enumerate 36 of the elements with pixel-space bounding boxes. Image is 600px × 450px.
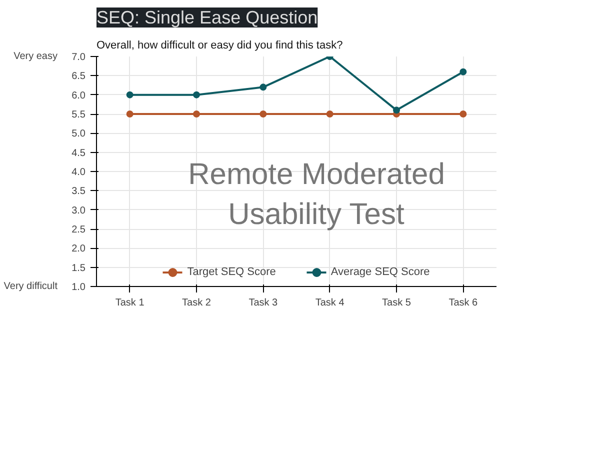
- x-tick-label: Task 4: [315, 298, 345, 308]
- point: [460, 68, 467, 76]
- annotation: Remote Moderated Usability Test: [188, 158, 445, 231]
- y-tick-label: 7.0: [72, 52, 86, 63]
- x-tick-label: Task 6: [448, 298, 478, 308]
- chart-subtitle: Overall, how difficult or easy did you find this task?: [96, 40, 343, 52]
- y-tick-label: 2.5: [72, 224, 86, 236]
- point: [193, 110, 200, 118]
- point: [460, 110, 467, 118]
- point: [193, 91, 200, 98]
- point: [260, 84, 267, 91]
- x-tick-label: Task 1: [115, 298, 145, 308]
- x-tick-label: Task 2: [182, 298, 212, 308]
- y-tick-label: 4.0: [72, 167, 86, 178]
- y-tick-label: 5.5: [72, 110, 86, 120]
- point: [126, 91, 134, 98]
- y-tick-label: 3.0: [72, 205, 86, 216]
- point: [326, 110, 334, 118]
- point: [260, 110, 267, 118]
- y-tick-label: 3.5: [72, 186, 86, 198]
- y-tick-label: 1.0: [72, 282, 86, 293]
- point: [393, 106, 400, 114]
- x-tick-label: Task 3: [248, 298, 278, 308]
- text: Very easy: [14, 51, 58, 62]
- y-tick-label: 4.5: [72, 148, 86, 159]
- y-tick-label: 2.0: [72, 244, 86, 255]
- legend-label: Average SEQ Score: [330, 266, 430, 278]
- y-tick-label: 1.5: [72, 262, 86, 274]
- text: Very difficult: [4, 281, 58, 292]
- legend-label: Target SEQ Score: [187, 266, 276, 278]
- point: [126, 110, 134, 118]
- y-tick-label: 6.0: [72, 90, 86, 102]
- y-tick-label: 5.0: [72, 128, 86, 140]
- chart-title: SEQ: Single Ease Question: [96, 8, 318, 28]
- x-tick-label: Task 5: [382, 298, 412, 308]
- y-tick-label: 6.5: [72, 71, 86, 82]
